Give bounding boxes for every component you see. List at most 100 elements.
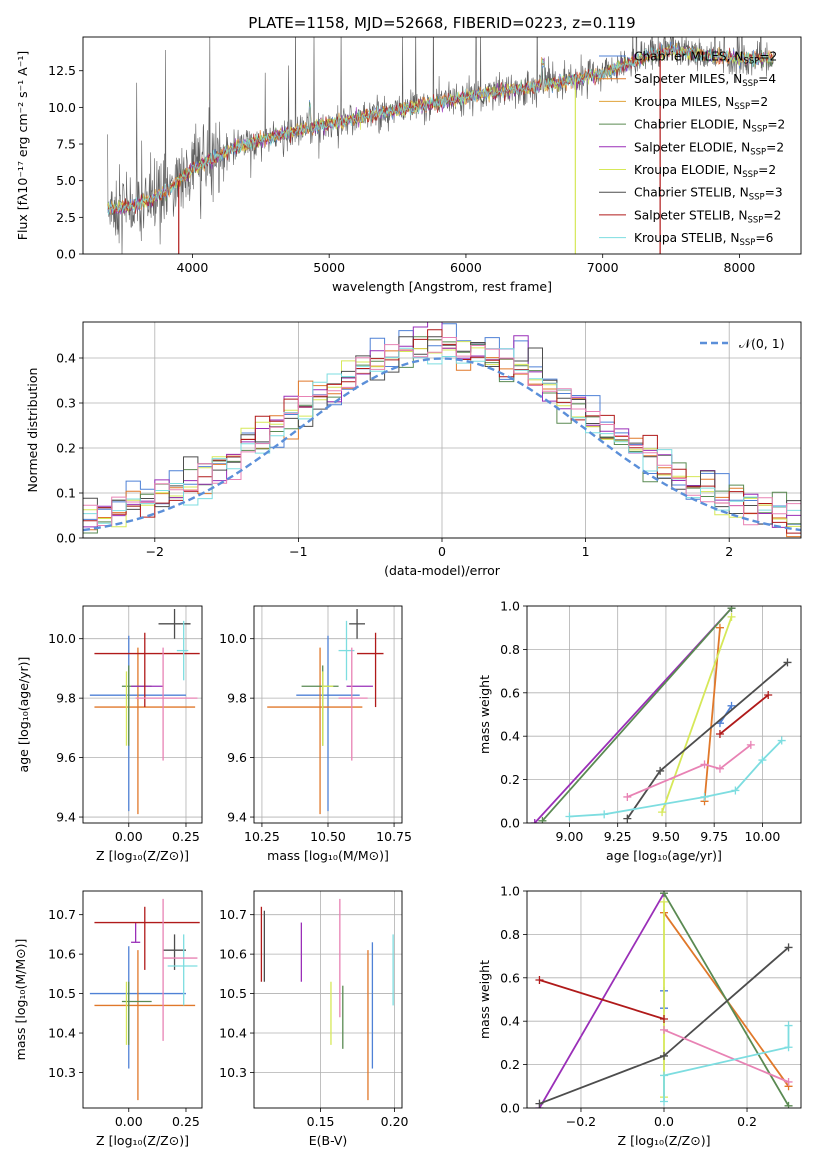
weight-point-marker — [777, 736, 786, 745]
legend-label-suffix: =4 — [758, 72, 776, 86]
weight-point-marker — [784, 1021, 793, 1030]
axes-frame — [526, 605, 802, 824]
y-tick-label: 10.5 — [48, 986, 76, 1001]
legend-label-sub: SSP — [749, 193, 765, 203]
weight-series-line — [663, 892, 790, 1107]
legend-label: Salpeter STELIB, NSSP=2 — [634, 208, 781, 225]
legend-label-suffix: =2 — [750, 95, 768, 109]
x-tick-label: 9.25 — [604, 829, 632, 844]
x-axis-label: Z [log₁₀(Z/Z⊙)] — [96, 848, 189, 863]
legend-label-suffix: =2 — [767, 118, 785, 132]
weight-point-marker — [784, 943, 793, 952]
y-tick-label: 10.4 — [48, 1026, 76, 1041]
x-tick-label: 10.75 — [376, 829, 412, 844]
y-tick-label: 10.6 — [219, 947, 247, 962]
weight-point-marker — [715, 764, 724, 773]
y-tick-label: 10.0 — [48, 631, 76, 646]
weight-series-line — [539, 979, 665, 1020]
y-tick-label: 10.0 — [48, 100, 76, 115]
axes-frame — [526, 890, 802, 1109]
plot-content — [530, 606, 792, 823]
axes-frame — [253, 890, 403, 1109]
panel-weight_vs_age: 9.00 9.25 9.50 9.75 10.00 0.0 0.2 0.4 0.6 0.8 1.0 a… — [477, 599, 802, 863]
legend-label-suffix: =2 — [759, 50, 777, 64]
x-tick-label: 0.00 — [115, 1114, 143, 1129]
y-tick-label: 7.5 — [56, 137, 76, 152]
axes-frame — [82, 36, 802, 255]
weight-point-marker — [600, 810, 609, 819]
x-tick-label: 0.00 — [115, 829, 143, 844]
weight-point-marker — [660, 1071, 668, 1080]
y-tick-label: 10.0 — [219, 631, 247, 646]
legend-label-text: Chabrier ELODIE, N — [634, 118, 751, 132]
legend-label-sub: SSP — [751, 125, 767, 135]
x-tick-label: 10.50 — [310, 829, 346, 844]
legend-label-sub: SSP — [747, 215, 763, 225]
y-tick-label: 1.0 — [500, 884, 520, 899]
x-tick-label: 6000 — [450, 260, 482, 275]
legend-label-suffix: =3 — [765, 186, 783, 200]
plot-area — [254, 891, 402, 1108]
y-tick-label: 0.0 — [56, 247, 76, 262]
weight-point-marker — [700, 792, 709, 801]
y-tick-label: 0.1 — [56, 486, 76, 501]
legend-label-suffix: =6 — [755, 231, 773, 245]
panel-age_vs_mass: 10.25 10.50 10.75 9.4 9.6 9.8 10.0 mass [log₁₀(… — [219, 605, 412, 863]
x-axis-label: age [log₁₀(age/yr)] — [606, 848, 722, 863]
panel-age_vs_Z: 0.00 0.25 9.4 9.6 9.8 10.0 Z [log₁₀(Z/Z⊙)] age … — [16, 605, 203, 863]
legend-label-sub: SSP — [743, 57, 759, 67]
weight-series-line — [569, 739, 783, 818]
axes-frame — [82, 321, 802, 539]
y-tick-label: 10.4 — [219, 1026, 247, 1041]
legend-label: Kroupa ELODIE, NSSP=2 — [634, 163, 776, 180]
y-tick-label: 0.2 — [56, 441, 76, 456]
x-tick-label: −2 — [146, 544, 164, 559]
x-axis-label: Z [log₁₀(Z/Z⊙)] — [96, 1133, 189, 1148]
x-tick-label: 10.25 — [244, 829, 280, 844]
legend-label-suffix: =2 — [758, 163, 776, 177]
weight-point-marker — [565, 812, 574, 821]
legend-label: 𝒩(0, 1) — [739, 336, 785, 351]
legend-label-sub: SSP — [750, 147, 766, 157]
y-tick-label: 0.8 — [500, 642, 520, 657]
y-axis-label: Flux [fλ10⁻¹⁷ erg cm⁻² s⁻¹ A⁻¹] — [15, 51, 30, 240]
plot-content — [89, 898, 200, 1101]
y-tick-label: 0.6 — [500, 685, 520, 700]
plot-content — [267, 608, 384, 815]
plot-content — [260, 898, 394, 1101]
legend-label-suffix: =2 — [766, 140, 784, 154]
legend-label-text: Salpeter ELODIE, N — [634, 140, 750, 154]
weight-point-marker — [538, 816, 547, 823]
legend-label: Kroupa STELIB, NSSP=6 — [634, 231, 773, 248]
legend-label-text: Salpeter MILES, N — [634, 72, 742, 86]
weight-point-marker — [530, 819, 539, 823]
x-axis-label: (data-model)/error — [384, 563, 501, 578]
weight-series-line — [626, 744, 752, 798]
weight-point-marker — [656, 766, 665, 775]
x-tick-label: 0.0 — [654, 1114, 674, 1129]
weight-point-marker — [660, 1051, 668, 1060]
y-axis-label: age [log₁₀(age/yr)] — [16, 657, 31, 773]
axes-frame — [82, 890, 203, 1109]
weight-point-marker — [623, 814, 632, 823]
weight-series-line — [541, 607, 733, 822]
y-tick-label: 2.5 — [56, 210, 76, 225]
weight-point-marker — [660, 1025, 668, 1034]
plot-area — [83, 606, 202, 823]
x-tick-label: 0.20 — [381, 1114, 409, 1129]
y-tick-label: 0.2 — [500, 1057, 520, 1072]
weight-point-marker — [660, 1015, 668, 1024]
y-tick-label: 9.6 — [227, 750, 247, 765]
legend-label-text: Chabrier MILES, N — [634, 50, 743, 64]
panel-spectrum: 4000 5000 6000 7000 8000 0.0 2.5 5.0 7.5 10.0 12.5… — [15, 14, 802, 294]
panel-mass_vs_Z: 0.00 0.25 10.3 10.4 10.5 10.6 10.7 Z [log₁₀(Z/Z… — [13, 890, 203, 1148]
legend-label-sub: SSP — [742, 79, 758, 89]
plot-content — [89, 608, 200, 815]
legend-label-text: Kroupa ELODIE, N — [634, 163, 742, 177]
x-tick-label: 10.00 — [745, 829, 781, 844]
weight-point-marker — [764, 690, 773, 699]
x-tick-label: 0.25 — [172, 829, 200, 844]
weight-point-marker — [660, 891, 668, 898]
legend-label-text: Kroupa STELIB, N — [634, 231, 740, 245]
